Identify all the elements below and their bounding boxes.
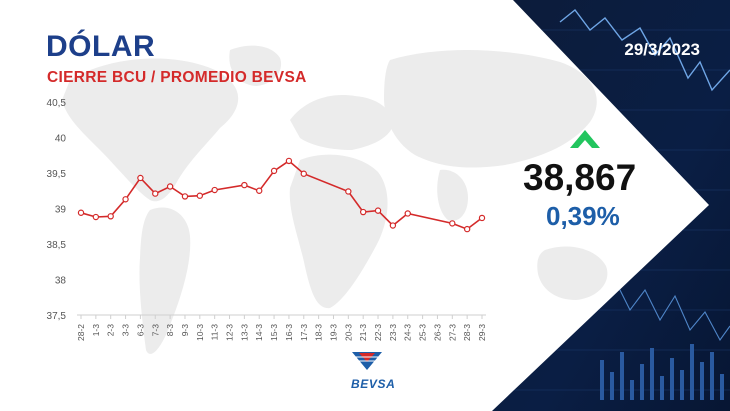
date-label: 29/3/2023 [624,40,700,59]
data-point [256,187,263,194]
x-tick-label: 7-3 [150,324,160,337]
data-point [374,207,382,214]
data-point [463,225,471,233]
x-tick-label: 10-3 [195,324,205,341]
data-point [389,222,397,229]
data-point [181,193,189,200]
x-tick-label: 18-3 [314,324,324,341]
x-tick-label: 22-3 [373,324,383,341]
x-tick-label: 1-3 [91,324,101,337]
x-tick-label: 15-3 [269,324,279,341]
x-tick-label: 11-3 [210,324,220,341]
x-tick-label: 24-3 [403,324,413,341]
data-point [345,188,352,195]
x-tick-label: 29-3 [477,324,487,341]
page-title: DÓLAR [46,30,156,63]
x-tick-label: 3-3 [121,324,131,337]
data-point [404,210,411,217]
x-tick-label: 13-3 [239,324,249,341]
x-tick-label: 9-3 [180,324,190,337]
x-tick-label: 26-3 [432,324,442,341]
data-point [166,183,174,190]
y-tick-label: 40 [55,134,67,145]
data-point [196,192,204,199]
x-tick-label: 19-3 [328,324,338,341]
series-line [80,159,483,231]
x-tick-label: 20-3 [343,324,353,341]
x-tick-label: 12-3 [225,324,235,341]
x-tick-label: 17-3 [299,324,309,341]
x-tick-label: 28-3 [462,324,472,341]
y-tick-label: 40,5 [47,98,67,109]
data-point [107,213,114,220]
data-point [270,167,278,175]
data-point [211,186,218,194]
data-points [77,157,486,233]
series-polyline [80,159,483,231]
y-tick-label: 37,5 [47,311,67,322]
data-point [92,213,100,221]
x-axis: 28-2 1-3 2-3 3-3 6-3 7-3 8-3 9-3 10-3 11-3 12-3 13-… [76,315,487,341]
y-tick-label: 39 [55,205,67,216]
x-tick-label: 6-3 [135,324,145,337]
bevsa-logo-icon [352,352,382,370]
data-point [359,208,367,216]
x-tick-label: 21-3 [358,324,368,341]
percent-change: 0,39% [546,201,620,231]
x-tick-label: 23-3 [388,324,398,341]
current-rate: 38,867 [523,157,637,198]
y-axis: 37,5 38 38,5 39 39,5 40 40,5 [47,98,67,322]
data-point [77,209,85,216]
data-point [300,170,307,177]
x-tick-label: 27-3 [447,324,457,341]
data-point [478,214,486,222]
bevsa-logo-text: BEVSA [351,377,396,391]
x-tick-label: 14-3 [254,324,264,341]
data-point [449,220,456,227]
page-subtitle: CIERRE BCU / PROMEDIO BEVSA [47,69,307,86]
x-tick-label: 2-3 [106,324,116,337]
x-tick-label: 8-3 [165,324,175,337]
x-tick-label: 28-2 [76,324,86,341]
x-tick-label: 25-3 [418,324,428,341]
data-point [285,157,293,165]
data-point [152,190,159,197]
up-arrow-icon [570,130,600,148]
x-tick-label: 16-3 [284,324,294,341]
data-point [122,196,129,203]
data-point [137,174,144,182]
y-tick-label: 38,5 [47,240,67,251]
y-tick-label: 38 [55,276,67,287]
y-tick-label: 39,5 [47,169,67,180]
data-point [241,181,248,189]
